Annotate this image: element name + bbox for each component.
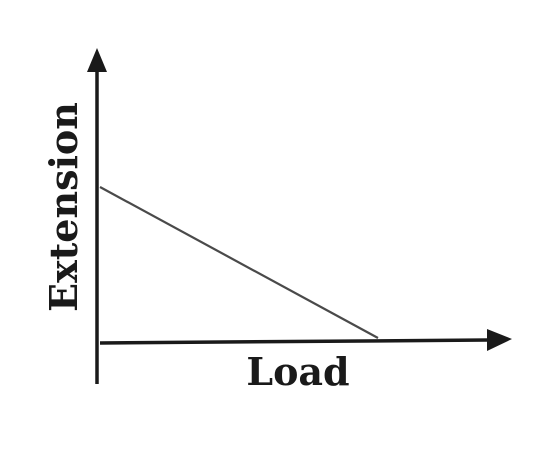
x-axis <box>99 338 489 345</box>
y-axis-label: Extension <box>41 102 86 312</box>
series-line <box>99 186 379 339</box>
x-axis-arrowhead <box>487 329 512 351</box>
x-axis-label: Load <box>246 349 349 394</box>
y-axis-arrowhead <box>87 48 107 72</box>
